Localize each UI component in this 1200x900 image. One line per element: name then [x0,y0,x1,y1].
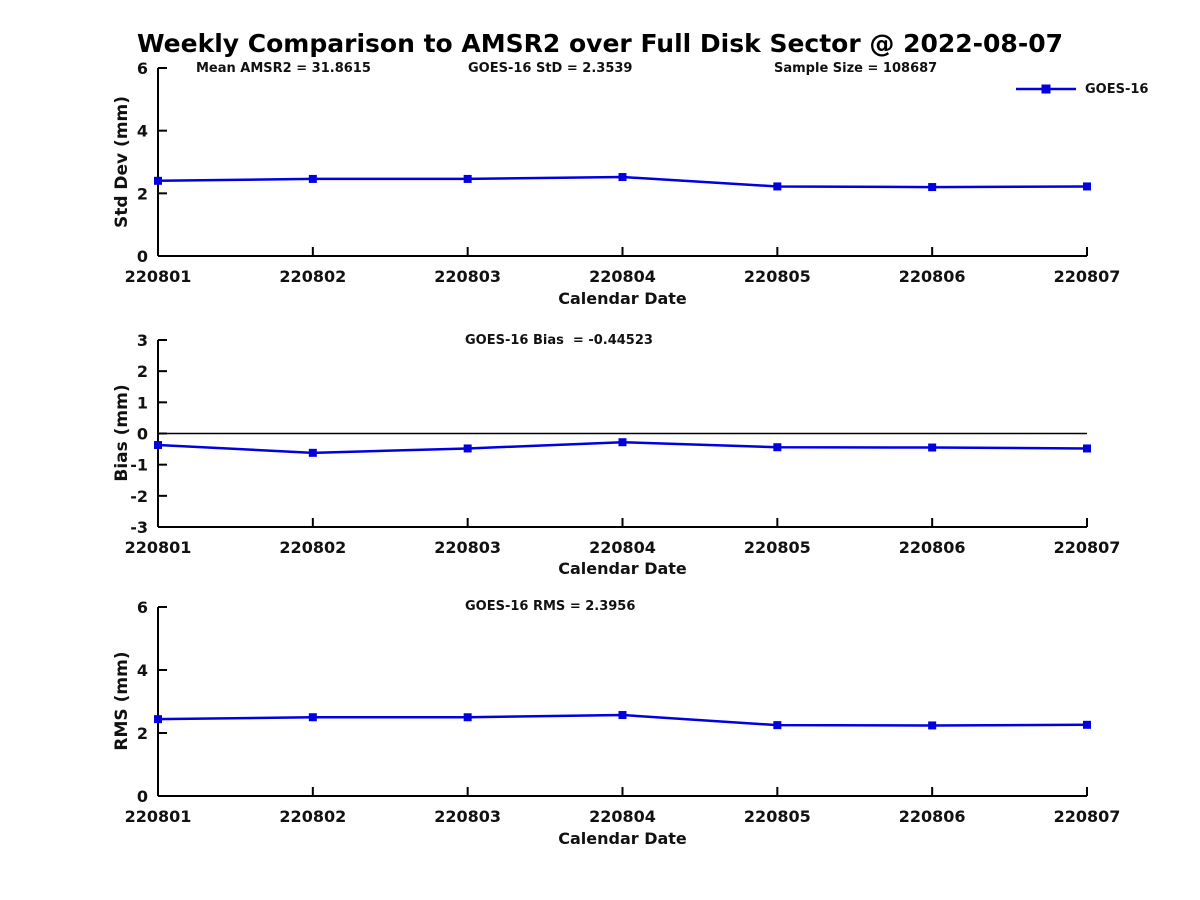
data-point-marker [928,443,937,452]
y-axis-label-bias: Bias (mm) [112,384,132,482]
x-axis-label-stddev: Calendar Date [558,289,687,308]
data-point-marker [773,721,782,730]
data-point-marker [308,174,317,183]
y-tick-label: 6 [137,59,148,78]
x-tick-label: 220805 [744,807,811,826]
x-tick-label: 220807 [1054,807,1121,826]
x-axis-label-bias: Calendar Date [558,559,687,578]
annotation-goes16-bias: GOES-16 Bias = -0.44523 [465,333,653,348]
x-tick-label: 220803 [434,807,501,826]
data-point-marker [308,448,317,457]
data-point-marker [154,176,162,185]
x-tick-label: 220801 [125,267,192,286]
annotation-mean-amsr2: Mean AMSR2 = 31.8615 [196,61,371,76]
y-tick-label: 4 [137,661,148,680]
data-point-marker [308,713,317,722]
x-tick-label: 220807 [1054,267,1121,286]
data-point-marker [463,713,472,722]
y-tick-label: 3 [137,331,148,350]
y-tick-label: 6 [137,598,148,617]
y-tick-label: 0 [137,425,148,444]
data-point-marker [1083,182,1091,191]
y-axis-label-rms: RMS (mm) [112,651,132,751]
y-tick-label: 2 [137,362,148,381]
x-tick-label: 220804 [589,538,656,557]
data-point-marker [618,173,627,182]
y-tick-label: 4 [137,122,148,141]
data-point-marker [928,183,937,192]
x-tick-label: 220806 [899,267,966,286]
x-tick-label: 220801 [125,538,192,557]
data-point-marker [618,438,627,447]
annotation-goes16-rms: GOES-16 RMS = 2.3956 [465,599,636,614]
x-tick-label: 220803 [434,538,501,557]
y-axis-label-stddev: Std Dev (mm) [112,95,132,229]
data-point-marker [463,444,472,453]
legend: GOES-16 [1014,80,1148,98]
x-tick-label: 220806 [899,538,966,557]
y-tick-label: 0 [137,247,148,266]
x-tick-label: 220804 [589,807,656,826]
data-point-marker [1083,720,1091,729]
x-tick-label: 220803 [434,267,501,286]
data-point-marker [773,182,782,191]
legend-key-icon [1016,84,1076,94]
data-point-marker [618,711,627,720]
y-tick-label: 1 [137,393,148,412]
x-tick-label: 220807 [1054,538,1121,557]
x-axis-label-rms: Calendar Date [558,829,687,848]
data-point-marker [1083,444,1091,453]
data-point-marker [773,443,782,452]
x-tick-label: 220805 [744,267,811,286]
x-tick-label: 220802 [279,538,346,557]
legend-label: GOES-16 [1085,81,1149,97]
chart-title: Weekly Comparison to AMSR2 over Full Dis… [136,29,1063,58]
x-tick-label: 220805 [744,538,811,557]
x-tick-label: 220804 [589,267,656,286]
x-tick-label: 220802 [279,267,346,286]
x-tick-label: 220806 [899,807,966,826]
y-tick-label: 2 [137,724,148,743]
data-point-marker [154,715,162,724]
y-tick-label: 2 [137,184,148,203]
x-tick-label: 220802 [279,807,346,826]
y-tick-label: -2 [130,487,148,506]
data-point-marker [463,174,472,183]
y-tick-label: -1 [130,456,148,475]
annotation-goes16-std: GOES-16 StD = 2.3539 [468,61,633,76]
data-point-marker [928,721,937,730]
data-point-marker [154,441,162,450]
x-tick-label: 220801 [125,807,192,826]
y-tick-label: -3 [130,518,148,537]
y-tick-label: 0 [137,787,148,806]
annotation-sample-size: Sample Size = 108687 [774,61,938,76]
